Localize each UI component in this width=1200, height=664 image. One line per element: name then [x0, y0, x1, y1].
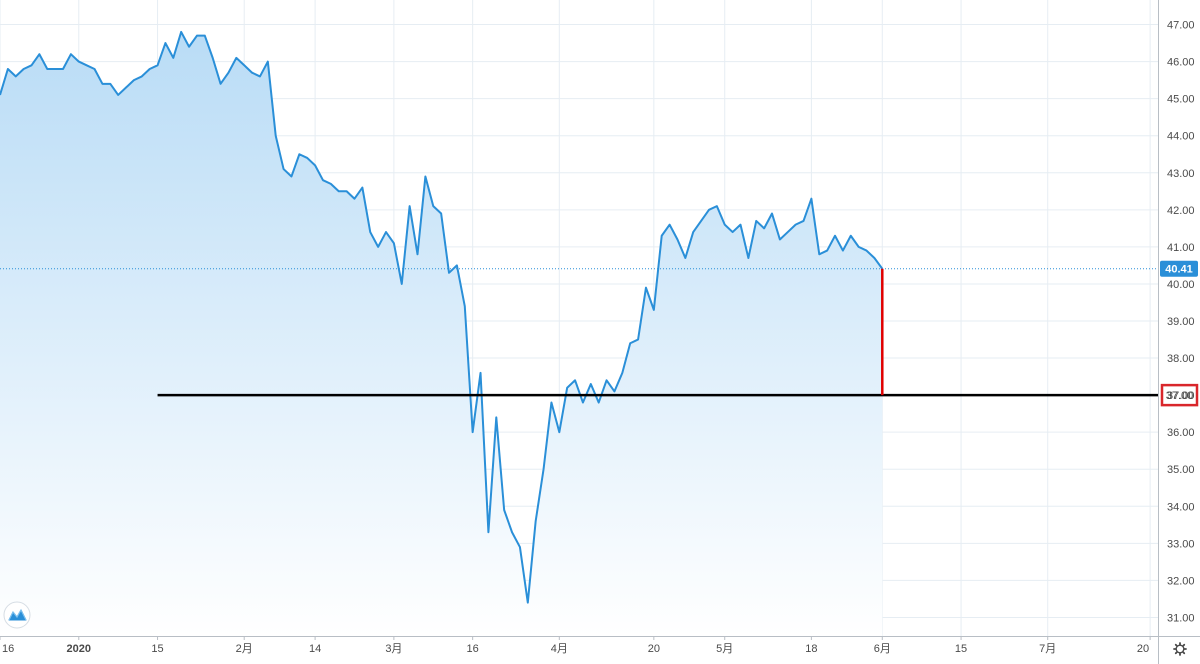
- y-axis-tick-labels: 31.00 32.00 33.00 34.00 35.00 36.00 37.00 38.00…: [1167, 20, 1195, 625]
- x-tick-label: 20: [1137, 643, 1149, 655]
- y-tick-label: 43.00: [1167, 168, 1195, 180]
- x-tick-label: 14: [309, 643, 321, 655]
- x-tick-label: 4月: [551, 643, 568, 655]
- x-tick-label: 2020: [67, 643, 91, 655]
- x-tick-label: 6月: [874, 643, 891, 655]
- y-tick-label: 36.00: [1167, 427, 1195, 439]
- price-area: [0, 31, 883, 636]
- y-tick-label: 38.00: [1167, 353, 1195, 365]
- price-line-series: [0, 30, 1158, 604]
- chart-icons: [3, 601, 1187, 656]
- y-tick-label: 40.00: [1167, 279, 1195, 291]
- x-tick-label: 15: [151, 643, 163, 655]
- level-highlight-box: [1160, 383, 1199, 407]
- y-tick-label: 46.00: [1167, 57, 1195, 69]
- y-tick-label: 39.00: [1167, 316, 1195, 328]
- y-tick-label: 44.00: [1167, 131, 1195, 143]
- tradingview-logo-icon[interactable]: [3, 601, 31, 629]
- y-tick-label: 35.00: [1167, 464, 1195, 476]
- y-tick-label: 32.00: [1167, 575, 1195, 587]
- x-tick-label: 20: [648, 643, 660, 655]
- x-tick-label: 2月: [236, 643, 253, 655]
- y-tick-label: 34.00: [1167, 501, 1195, 513]
- gear-icon[interactable]: [1173, 642, 1187, 656]
- x-tick-label: 7月: [1039, 643, 1056, 655]
- y-tick-label: 41.00: [1167, 242, 1195, 254]
- y-tick-label: 47.00: [1167, 20, 1195, 32]
- y-tick-label: 33.00: [1167, 538, 1195, 550]
- x-tick-label: 3月: [385, 643, 402, 655]
- x-tick-label: 18: [805, 643, 817, 655]
- x-tick-label: 16: [2, 643, 14, 655]
- x-axis-tick-labels: 16 2020 15 2月 14 3月 16 4月 20 5月 18 6月 15 7月 20: [0, 636, 1151, 655]
- x-tick-label: 16: [467, 643, 479, 655]
- x-tick-label: 5月: [716, 643, 733, 655]
- last-price-badge: [1160, 260, 1198, 277]
- y-tick-label: 45.00: [1167, 94, 1195, 106]
- horizontal-line-price-label: 37.00: [1166, 390, 1194, 402]
- price-area-fill: [0, 31, 883, 636]
- y-tick-label: 42.00: [1167, 205, 1195, 217]
- price-line: [0, 30, 884, 604]
- y-tick-label: 31.00: [1167, 612, 1195, 624]
- y-tick-label: 37.00: [1167, 390, 1195, 402]
- price-badges: 40.41 37.00: [1160, 260, 1199, 407]
- x-tick-label: 15: [955, 643, 967, 655]
- last-price-label: 40.41: [1165, 264, 1193, 276]
